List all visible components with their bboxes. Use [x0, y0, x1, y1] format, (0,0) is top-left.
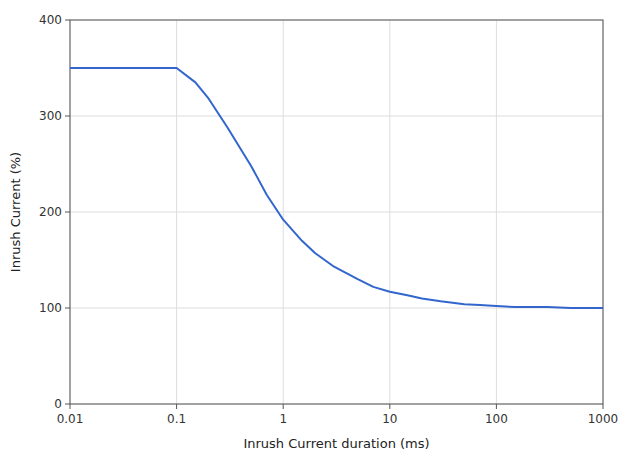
tick	[496, 404, 497, 409]
tick-label: 300	[39, 109, 62, 123]
tick	[70, 404, 71, 409]
tick	[65, 308, 70, 309]
y-axis: 0 100 200 300 400	[39, 13, 70, 411]
y-axis-label: Inrush Current (%)	[8, 152, 23, 272]
tick-label: 0.01	[57, 412, 84, 426]
tick	[283, 404, 284, 409]
tick	[176, 404, 177, 409]
tick	[65, 116, 70, 117]
tick	[65, 404, 70, 405]
x-axis: 0.01 0.1 1 10 100 1000	[57, 404, 619, 426]
tick-label: 10	[382, 412, 397, 426]
tick-label: 1	[279, 412, 287, 426]
tick-label: 400	[39, 13, 62, 27]
grid	[70, 20, 603, 404]
tick	[603, 404, 604, 409]
line	[70, 68, 603, 308]
tick-label: 0	[54, 397, 62, 411]
plot-frame	[70, 20, 603, 404]
tick-label: 200	[39, 205, 62, 219]
plot-background	[70, 20, 603, 404]
tick-label: 1000	[588, 412, 619, 426]
tick	[389, 404, 390, 409]
tick	[65, 212, 70, 213]
tick-label: 100	[485, 412, 508, 426]
grid-line	[70, 212, 603, 213]
chart: 0.01 0.1 1 10 100 1000 0 100 200 300 400 Inrush Cur…	[0, 0, 627, 462]
grid-line	[70, 116, 603, 117]
x-axis-label: Inrush Current duration (ms)	[243, 436, 429, 451]
tick-label: 0.1	[167, 412, 186, 426]
tick	[65, 20, 70, 21]
series-group	[70, 68, 603, 308]
tick-label: 100	[39, 301, 62, 315]
